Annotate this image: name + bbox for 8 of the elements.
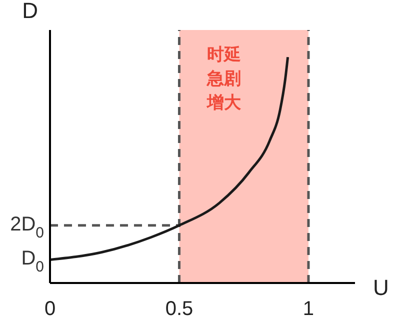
x-axis-title: U xyxy=(373,274,389,300)
x-tick-label: 0.5 xyxy=(165,298,194,320)
x-tick-label: 1 xyxy=(302,298,314,320)
y-axis-title: D xyxy=(22,0,38,23)
annotation: 2D$_{0}$ xyxy=(10,214,44,242)
band-label: 时延急剧增大 xyxy=(206,45,242,113)
x-tick-label: 0 xyxy=(44,298,56,320)
annotation: D$_{0}$ xyxy=(21,248,44,276)
